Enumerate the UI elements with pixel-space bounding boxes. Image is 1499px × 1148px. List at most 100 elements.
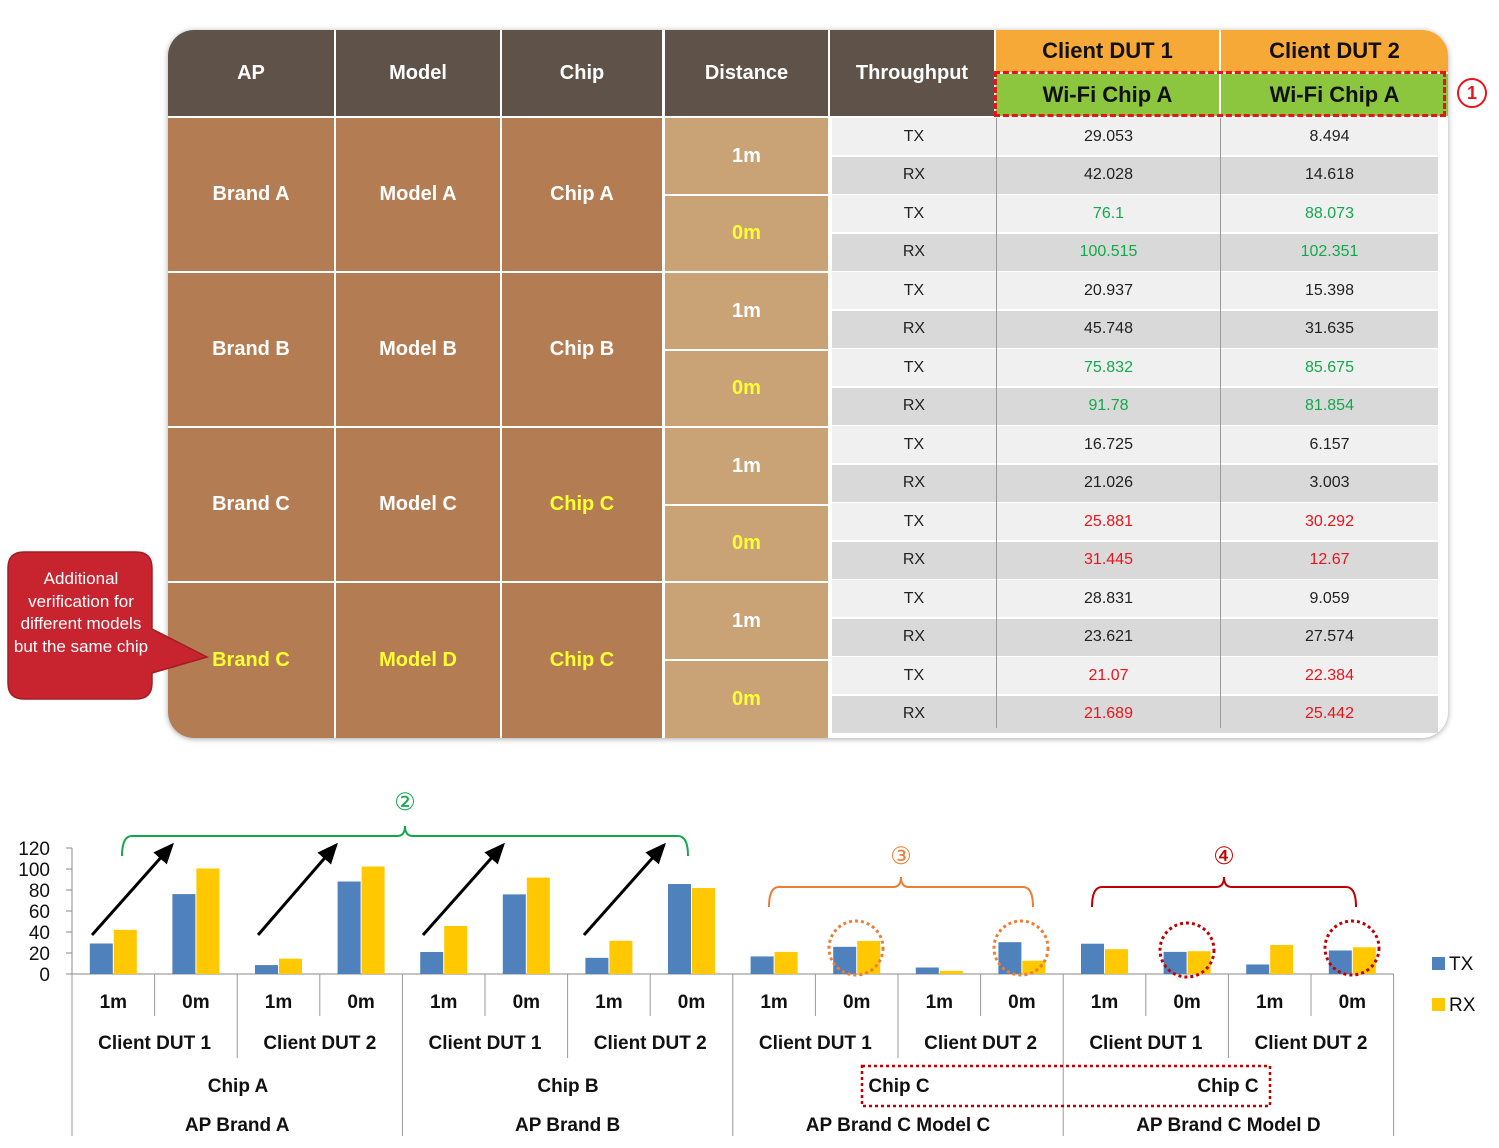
bar-rx <box>1187 951 1211 974</box>
x-category-label: 0m <box>182 992 209 1013</box>
client-dut-2-value: 22.384 <box>1305 666 1354 684</box>
client-dut-2-value: 27.574 <box>1305 628 1354 645</box>
results-table: AP Model Chip Distance Throughput Client… <box>168 30 1448 738</box>
callout-text: Additional verification for different mo… <box>13 569 149 656</box>
client-dut-2-value: 9.059 <box>1309 589 1350 607</box>
bar-rx <box>1105 949 1128 974</box>
annotation-4-label: ④ <box>1213 843 1235 870</box>
header-distance: Distance <box>665 30 828 116</box>
same-chip-highlight-box <box>860 1064 1272 1108</box>
trend-arrow-icon <box>582 842 666 936</box>
throughput-type: RX <box>902 474 926 491</box>
table-row <box>832 349 1438 386</box>
chip-cell: Chip C <box>502 428 662 581</box>
x-category-label: 0m <box>347 992 374 1013</box>
throughput-type: TX <box>903 666 925 684</box>
client-dut-1-value: 21.07 <box>1088 666 1129 684</box>
client-dut-2-value: 3.003 <box>1309 474 1350 491</box>
client-dut-2-value: 12.67 <box>1309 551 1350 568</box>
bar-tx <box>1246 964 1270 974</box>
bracket-3 <box>768 876 1034 908</box>
y-tick-label: 20 <box>29 944 50 965</box>
table-row <box>832 272 1438 309</box>
column-divider <box>1220 118 1221 728</box>
table-row <box>832 118 1438 155</box>
bar-tx <box>172 894 196 974</box>
throughput-type: TX <box>903 204 925 222</box>
client-group-label: Client DUT 2 <box>924 1033 1037 1054</box>
distance-cell: 1m <box>665 428 828 504</box>
table-row <box>832 387 1438 425</box>
bar-tx <box>668 884 691 974</box>
trend-arrow-icon <box>421 842 505 936</box>
trend-arrow-icon <box>256 842 338 936</box>
bar-rx <box>1352 947 1376 974</box>
ap-group-label: AP Brand C Model D <box>1136 1115 1320 1136</box>
ap-group-label: AP Brand C Model C <box>806 1115 991 1136</box>
legend-rx-swatch <box>1432 998 1445 1011</box>
table-row <box>832 618 1438 656</box>
x-category-label: 1m <box>1256 992 1283 1013</box>
throughput-type: TX <box>903 358 925 376</box>
bar-rx <box>113 929 137 974</box>
ap-cell: Brand C <box>168 583 334 738</box>
bar-tx <box>89 943 113 974</box>
client-dut-1-value: 31.445 <box>1084 551 1133 568</box>
table-row <box>832 195 1438 232</box>
bar-tx <box>337 881 361 974</box>
client-group-label: Client DUT 1 <box>759 1033 872 1054</box>
client-dut-2-value: 15.398 <box>1305 281 1354 299</box>
client-group-label: Client DUT 1 <box>429 1033 542 1054</box>
highlight-circle <box>992 919 1050 977</box>
throughput-type: RX <box>902 628 926 645</box>
bar-tx <box>1081 943 1104 974</box>
table-row <box>832 695 1438 733</box>
client-dut-2-value: 81.854 <box>1305 397 1354 414</box>
chip-group-label: Chip C <box>868 1076 929 1097</box>
x-category-label: 0m <box>678 992 705 1013</box>
header-wifi-chip-2: Wi-Fi Chip A <box>1221 74 1448 116</box>
table-row <box>832 310 1438 348</box>
header-chip: Chip <box>502 30 662 116</box>
ap-group-label: AP Brand A <box>185 1115 290 1136</box>
column-divider <box>996 118 997 728</box>
table-row <box>832 580 1438 617</box>
table-row <box>832 233 1438 271</box>
client-dut-1-value: 75.832 <box>1084 358 1133 376</box>
ap-cell: Brand A <box>168 118 334 271</box>
client-dut-2-value: 31.635 <box>1305 320 1354 337</box>
trend-arrow-icon <box>90 842 174 936</box>
throughput-type: TX <box>903 127 925 145</box>
highlight-circle <box>1323 919 1381 977</box>
bar-rx <box>444 925 468 974</box>
model-cell: Model C <box>336 428 500 581</box>
client-dut-2-value: 25.442 <box>1305 705 1354 722</box>
throughput-type: RX <box>902 243 926 260</box>
x-category-label: 1m <box>760 992 787 1013</box>
distance-cell: 1m <box>665 273 828 349</box>
client-dut-1-value: 100.515 <box>1079 243 1138 260</box>
chip-group-label: Chip A <box>208 1076 269 1097</box>
y-tick-label: 100 <box>18 860 50 881</box>
bar-tx <box>998 942 1022 974</box>
bracket-2 <box>121 825 689 857</box>
legend-tx-label: TX <box>1449 954 1474 975</box>
client-dut-2-value: 102.351 <box>1300 243 1359 260</box>
client-dut-1-value: 91.78 <box>1088 397 1129 414</box>
throughput-type: TX <box>903 435 925 453</box>
bar-tx <box>502 894 526 974</box>
client-group-label: Client DUT 1 <box>98 1033 211 1054</box>
client-group-label: Client DUT 2 <box>263 1033 376 1054</box>
chip-group-label: Chip B <box>537 1076 598 1097</box>
marker-1-icon: 1 <box>1457 78 1487 108</box>
bar-tx <box>255 965 278 974</box>
x-category-label: 1m <box>100 992 127 1013</box>
bar-rx <box>1270 945 1294 974</box>
x-category-label: 1m <box>926 992 953 1013</box>
bar-tx <box>420 952 444 974</box>
client-dut-1-value: 28.831 <box>1084 589 1133 607</box>
client-group-label: Client DUT 2 <box>1255 1033 1368 1054</box>
client-dut-1-value: 42.028 <box>1084 166 1133 183</box>
bar-tx <box>833 946 857 974</box>
